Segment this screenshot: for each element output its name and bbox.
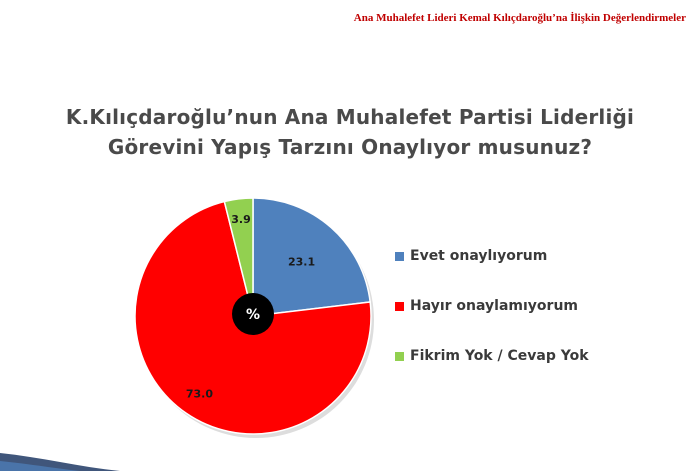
center-badge: [232, 293, 274, 335]
legend-swatch-2: [395, 301, 404, 311]
chart-title: K.Kılıçdaroğlu’nun Ana Muhalefet Partisi…: [0, 102, 700, 162]
header-note: Ana Muhalefet Lideri Kemal Kılıçdaroğlu’…: [353, 12, 686, 24]
legend-item-3: Fikrim Yok / Cevap Yok: [395, 348, 589, 364]
legend-label-2: Hayır onaylamıyorum: [410, 298, 578, 314]
legend-swatch-3: [395, 351, 404, 361]
legend-label-3: Fikrim Yok / Cevap Yok: [410, 348, 589, 364]
decorative-wave: [0, 453, 120, 471]
pie-slice-3: [223, 197, 254, 317]
slice-value-label-2: 73.0: [186, 388, 213, 401]
legend-label-1: Evet onaylıyorum: [410, 248, 548, 264]
slice-value-label-1: 23.1: [288, 255, 315, 268]
legend-item-1: Evet onaylıyorum: [395, 248, 547, 264]
pie-slice-1: [252, 197, 371, 317]
slice-value-label-3: 3.9: [231, 213, 251, 226]
center-badge-label: %: [246, 307, 260, 323]
legend-swatch-1: [395, 251, 404, 261]
legend-item-2: Hayır onaylamıyorum: [395, 298, 578, 314]
chart-title-line-2: Görevini Yapış Tarzını Onaylıyor musunuz…: [107, 135, 593, 159]
chart-title-line-1: K.Kılıçdaroğlu’nun Ana Muhalefet Partisi…: [65, 105, 635, 129]
